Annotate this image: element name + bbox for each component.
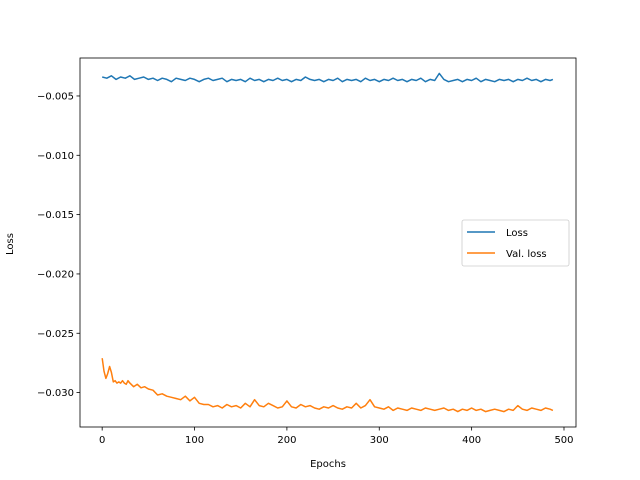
x-tick-label: 400 bbox=[462, 435, 481, 446]
y-tick-label: −0.030 bbox=[37, 388, 74, 399]
x-ticks: 0 100 200 300 400 500 bbox=[99, 427, 574, 446]
x-axis-label: Epochs bbox=[310, 459, 346, 470]
y-tick-label: −0.015 bbox=[37, 210, 74, 221]
axes bbox=[79, 57, 577, 428]
legend-label: Val. loss bbox=[506, 249, 547, 260]
y-tick-label: −0.005 bbox=[37, 91, 74, 102]
series-layer bbox=[101, 72, 554, 413]
y-tick-label: −0.010 bbox=[37, 151, 74, 162]
x-tick-label: 300 bbox=[370, 435, 389, 446]
y-axis-label: Loss bbox=[5, 233, 16, 255]
x-tick-label: 200 bbox=[277, 435, 296, 446]
legend-label: Loss bbox=[506, 228, 528, 239]
x-tick-label: 500 bbox=[554, 435, 573, 446]
legend: Loss Val. loss bbox=[461, 219, 570, 267]
x-tick-label: 100 bbox=[185, 435, 204, 446]
y-ticks: −0.030 −0.025 −0.020 −0.015 −0.010 −0.005 bbox=[37, 91, 80, 399]
series-line-1 bbox=[101, 358, 554, 413]
y-tick-label: −0.025 bbox=[37, 329, 74, 340]
x-tick-label: 0 bbox=[99, 435, 105, 446]
y-tick-label: −0.020 bbox=[37, 269, 74, 280]
series-line-0 bbox=[102, 72, 554, 83]
axes-frame bbox=[79, 57, 577, 428]
